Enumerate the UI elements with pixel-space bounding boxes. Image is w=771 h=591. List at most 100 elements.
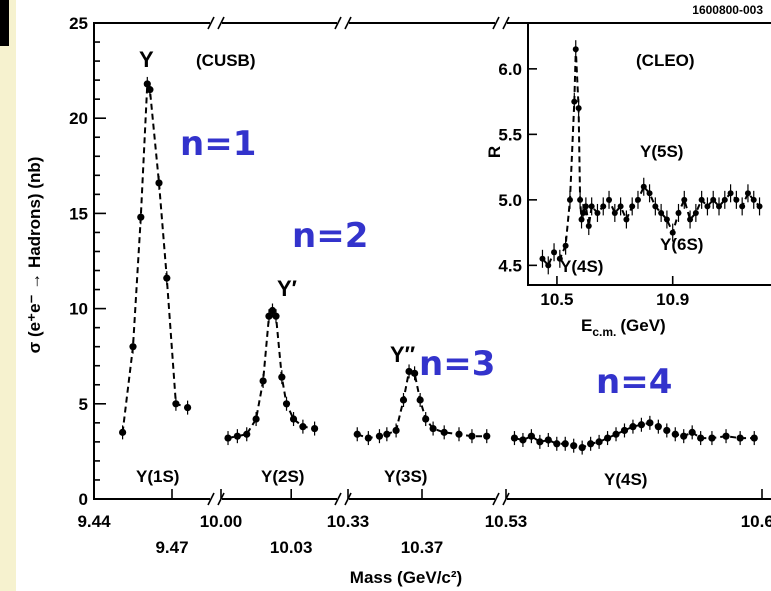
inset-data-point xyxy=(681,196,688,203)
inset-data-point xyxy=(739,203,746,210)
inset-data-point xyxy=(687,216,694,223)
inset-data-point xyxy=(577,196,584,203)
data-point xyxy=(561,440,569,448)
inset-data-point xyxy=(675,209,682,216)
x-tick-label-10.53: 10.53 xyxy=(485,512,528,531)
main-experiment-label: (CUSB) xyxy=(196,51,256,70)
axis-break-gap xyxy=(210,495,222,503)
data-point xyxy=(708,434,716,442)
inset-data-point xyxy=(716,203,723,210)
data-point xyxy=(289,415,298,423)
data-point xyxy=(265,312,273,320)
data-point xyxy=(637,421,646,429)
inset-data-point xyxy=(698,196,705,203)
inset-data-points xyxy=(539,40,763,275)
figure: 0 5 10 15 20 25 9.44 10.00 10.33 10.53 10.62 9.47 1… xyxy=(16,0,771,591)
inset-y-tick-label-5.0: 5.0 xyxy=(498,191,522,210)
resonance-label-3s: Υ(3S) xyxy=(384,467,427,486)
chart-svg: 0 5 10 15 20 25 9.44 10.00 10.33 10.53 10.62 9.47 1… xyxy=(25,3,771,587)
inset-data-point xyxy=(634,196,641,203)
data-point xyxy=(278,373,286,381)
y-tick-label-0: 0 xyxy=(79,490,88,509)
data-point xyxy=(233,432,241,440)
axis-break-gap xyxy=(337,19,349,27)
data-point xyxy=(383,430,391,438)
data-point xyxy=(137,213,145,221)
resonance-label-4s: Υ(4S) xyxy=(604,470,647,489)
data-point xyxy=(603,434,612,442)
data-point xyxy=(184,404,192,412)
x-tick-label-10.33: 10.33 xyxy=(327,512,370,531)
inset-data-point xyxy=(756,203,763,210)
data-point xyxy=(119,428,127,436)
main-data-points xyxy=(119,76,758,455)
inset-x-label-sub: c.m. xyxy=(592,325,616,339)
data-point xyxy=(510,434,519,442)
inset-y-tick-label-6.0: 6.0 xyxy=(498,60,522,79)
inset-data-point xyxy=(663,216,670,223)
inset-data-point xyxy=(646,190,653,197)
inset-data-point xyxy=(721,196,728,203)
axis-break-mark xyxy=(502,16,510,30)
y-tick-label-20: 20 xyxy=(69,109,88,128)
x-tick-label-10.62: 10.62 xyxy=(741,512,771,531)
inset-data-point xyxy=(744,190,751,197)
inset-y-tick-label-4.5: 4.5 xyxy=(498,256,522,275)
data-point xyxy=(654,423,662,431)
inset-data-point xyxy=(727,190,734,197)
axis-break-gap xyxy=(495,495,507,503)
data-point xyxy=(527,432,535,440)
y-tick-label-5: 5 xyxy=(79,395,88,414)
inset-data-point xyxy=(588,203,595,210)
data-point xyxy=(243,430,251,438)
data-point xyxy=(483,432,491,440)
annotation-n3: n=3 xyxy=(419,344,495,384)
axis-break-mark xyxy=(492,492,500,506)
main-plot-frame xyxy=(93,22,771,500)
data-point xyxy=(143,80,151,88)
data-point xyxy=(440,428,448,436)
data-point xyxy=(620,426,629,435)
axis-break-mark xyxy=(334,16,342,30)
inset-data-point xyxy=(617,203,624,210)
inset-data-point xyxy=(551,249,558,256)
data-point xyxy=(722,432,730,440)
inset-ticks: 4.5 5.0 5.5 6.0 10.5 10.9 xyxy=(498,60,689,309)
data-point xyxy=(544,436,552,444)
inset-x-tick-label-10.9: 10.9 xyxy=(656,290,689,309)
inset-data-point xyxy=(640,183,647,190)
annotation-n2: n=2 xyxy=(292,216,368,256)
axis-break-mark xyxy=(334,492,342,506)
data-point xyxy=(392,426,400,435)
inset-frame xyxy=(527,22,771,286)
data-point xyxy=(272,312,280,320)
inset-data-point xyxy=(585,223,592,230)
main-y-axis-label: σ (e⁺e⁻ → Hadrons) (nb) xyxy=(25,157,44,354)
axis-break-mark xyxy=(207,492,215,506)
upsilon-prime-peak-label: Υ′ xyxy=(277,276,297,301)
data-point xyxy=(688,428,696,436)
annotation-n1: n=1 xyxy=(180,124,256,164)
data-point xyxy=(155,179,163,187)
annotation-n4: n=4 xyxy=(596,362,672,402)
inset-data-point xyxy=(733,196,740,203)
axis-break-mark xyxy=(492,16,500,30)
data-point xyxy=(519,436,527,444)
resonance-label-2s: Υ(2S) xyxy=(261,467,304,486)
inset-data-point xyxy=(578,216,585,223)
x-tick-label-10.03: 10.03 xyxy=(270,538,313,557)
inset-experiment-label: (CLEO) xyxy=(636,51,695,70)
data-point xyxy=(612,430,620,438)
inset-data-point xyxy=(623,216,630,223)
inset-data-point xyxy=(600,203,607,210)
main-y-ticks: 0 5 10 15 20 25 xyxy=(69,14,106,509)
upsilon-double-prime-peak-label: Υ″ xyxy=(390,342,416,367)
data-point xyxy=(578,443,586,452)
data-point xyxy=(736,434,744,442)
inset-data-point xyxy=(629,203,636,210)
data-point xyxy=(252,415,260,423)
inset-data-point xyxy=(572,46,579,53)
axis-break-gap xyxy=(337,495,349,503)
main-x-axis-label: Mass (GeV/c²) xyxy=(350,568,462,587)
data-point xyxy=(311,424,319,433)
